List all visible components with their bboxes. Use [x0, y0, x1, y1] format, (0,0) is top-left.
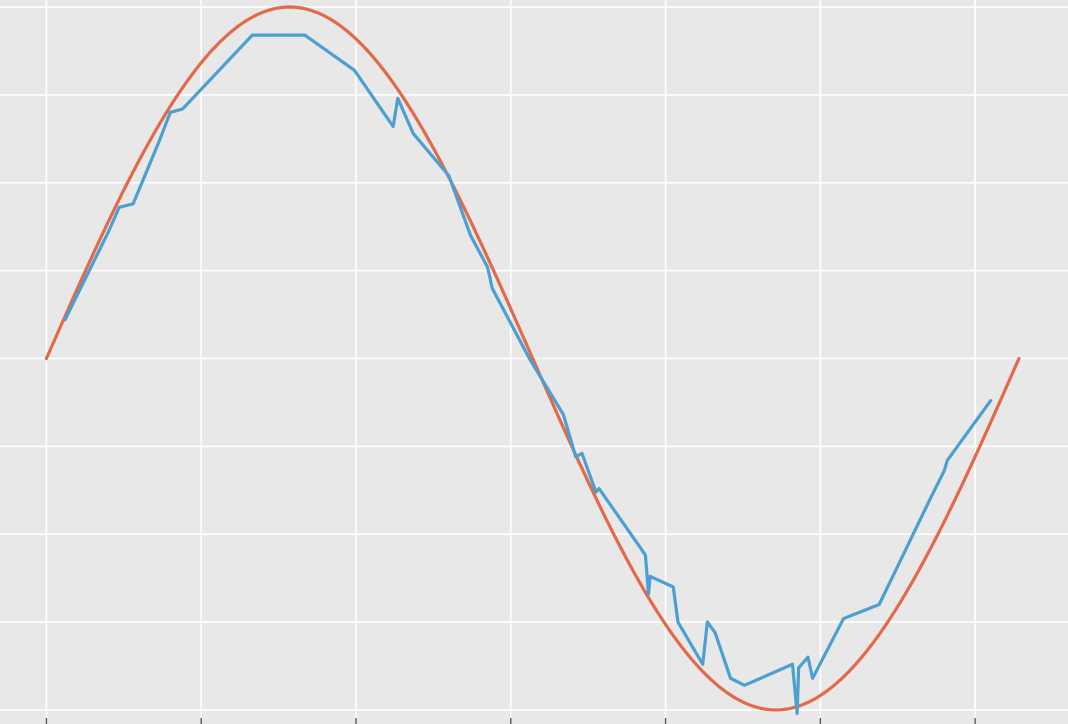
series-layer — [44, 5, 1021, 716]
x-tick-marks — [45, 718, 976, 724]
y-gridlines — [0, 6, 1068, 711]
x-gridlines — [45, 0, 976, 724]
series-line-sine — [44, 5, 1021, 712]
series-line-samples — [63, 33, 993, 716]
